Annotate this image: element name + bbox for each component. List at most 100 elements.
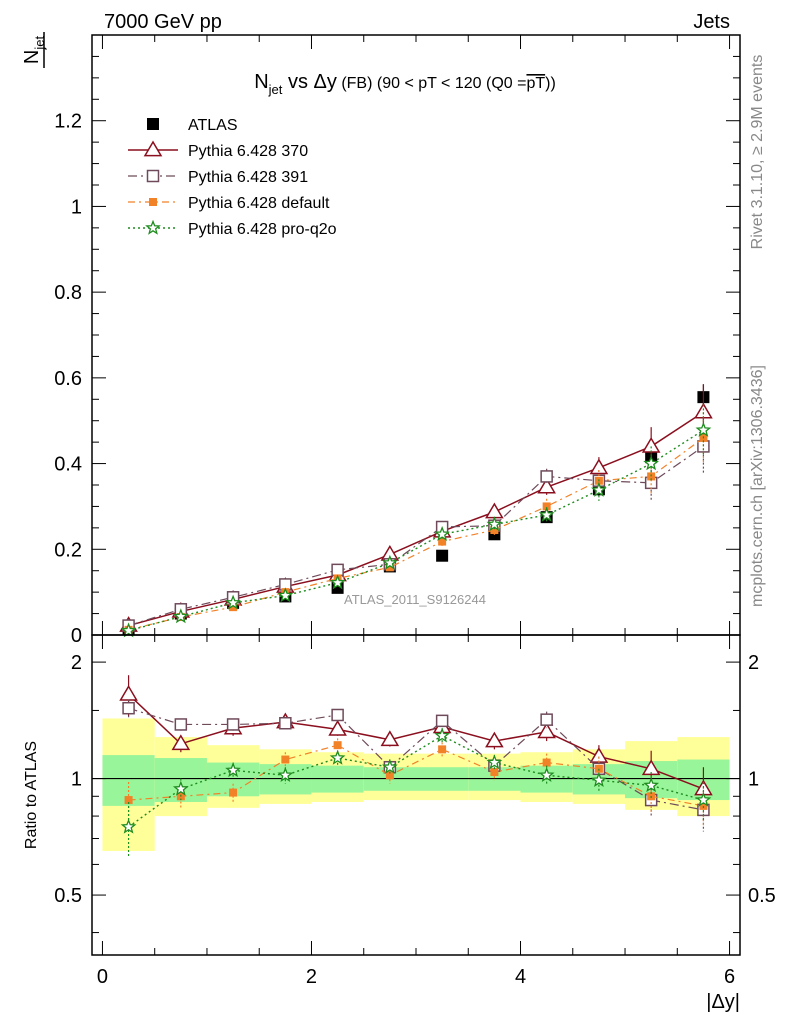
ratio-point-p391 <box>174 718 188 731</box>
ratio-point-proq2o <box>277 766 294 782</box>
ratio-point-default <box>490 767 499 776</box>
ratio-y-tick-label-left: 1 <box>71 769 82 791</box>
legend-marker-proq2o <box>145 219 161 235</box>
ratio-point-default <box>229 788 238 797</box>
ratio-point-default <box>542 758 551 767</box>
ratio-point-p370 <box>485 731 504 748</box>
main-point-proq2o <box>381 554 398 570</box>
analysis-watermark: ATLAS_2011_S9126244 <box>344 592 486 607</box>
ratio-point-default <box>281 755 290 764</box>
main-y-tick-label: 0.8 <box>54 282 82 304</box>
ratio-uncertainty-bands <box>92 718 740 851</box>
legend-marker-p370 <box>143 140 163 157</box>
ratio-y-tick-label-right: 2 <box>748 652 759 674</box>
legend-label-p370: Pythia 6.428 370 <box>188 143 308 160</box>
main-point-p370 <box>485 502 504 519</box>
main-series-line-default <box>128 437 704 631</box>
ratio-point-proq2o <box>120 818 137 834</box>
ratio-point-p391 <box>122 701 135 715</box>
ratio-point-p391 <box>279 716 292 730</box>
main-point-proq2o <box>172 608 189 624</box>
x-tick-label: 0 <box>97 966 108 988</box>
main-point-proq2o <box>695 421 712 437</box>
main-series-line-p391 <box>128 445 704 627</box>
main-point-p370 <box>589 458 609 475</box>
main-panel-curves <box>119 384 713 638</box>
main-point-proq2o <box>434 525 451 541</box>
main-point-default <box>490 526 499 534</box>
main-point-proq2o <box>120 622 137 638</box>
ratio-series-line-proq2o <box>128 734 704 828</box>
ratio-point-proq2o <box>225 762 241 778</box>
x-tick-label: 6 <box>724 966 735 988</box>
ratio-point-p370 <box>380 730 400 747</box>
ratio-point-default <box>438 745 447 754</box>
ratio-point-default <box>124 796 133 805</box>
main-y-tick-label: 0.4 <box>54 454 82 476</box>
legend: ATLAS Pythia 6.428 370 Pythia 6.428 391 Pyt… <box>128 117 337 238</box>
legend-entry-default: Pythia 6.428 default <box>128 195 330 212</box>
ratio-panel-curves <box>119 675 713 857</box>
ratio-series-line-default <box>128 744 704 807</box>
legend-marker-default <box>149 198 157 206</box>
axes-ticks: 0 0.2 0.4 0.6 0.8 1 1.2 0 2 4 6 0.5 0.5 1 1 2 2 <box>54 34 776 988</box>
ratio-point-proq2o <box>643 777 660 793</box>
main-point-proq2o <box>329 574 346 590</box>
ratio-point-p370 <box>119 684 138 701</box>
main-y-tick-label: 0.6 <box>54 368 82 390</box>
main-y-tick-label: 0.2 <box>54 539 82 561</box>
ratio-y-axis-label: Ratio to ATLAS <box>23 741 40 849</box>
main-series-proq2o <box>120 404 712 638</box>
main-y-tick-label: 1.2 <box>54 111 82 133</box>
rivet-version-label: Rivet 3.1.10, ≥ 2.9M events <box>749 55 766 250</box>
svg-text:Njet: Njet <box>21 36 47 65</box>
ratio-point-p391 <box>540 713 553 726</box>
ratio-point-proq2o <box>695 791 712 807</box>
ratio-point-p370 <box>641 759 661 776</box>
ratio-point-default <box>333 741 342 750</box>
ratio-y-tick-label-left: 0.5 <box>54 885 82 907</box>
legend-label-proq2o: Pythia 6.428 pro-q2o <box>188 221 337 238</box>
main-y-axis-label: Njet <box>21 32 47 68</box>
main-series-line-proq2o <box>128 429 704 632</box>
main-point-p370 <box>641 436 661 453</box>
ratio-y-tick-label-left: 2 <box>71 652 82 674</box>
main-point-default <box>385 563 394 572</box>
ratio-point-p370 <box>171 734 191 751</box>
ratio-point-p391 <box>435 714 449 728</box>
main-point-default <box>542 502 551 511</box>
legend-entry-proq2o: Pythia 6.428 pro-q2o <box>128 219 337 238</box>
main-point-p391 <box>540 470 553 483</box>
ratio-point-default <box>699 801 708 810</box>
main-point-proq2o <box>277 587 294 603</box>
main-point-proq2o <box>591 481 607 497</box>
main-y-tick-label: 0 <box>71 625 82 647</box>
x-axis-label: |Δy| <box>706 991 740 1013</box>
ratio-point-proq2o <box>434 727 451 743</box>
plot-title: Njet vs Δy (FB) (90 < pT < 120 (Q0 =pT)) <box>254 71 556 97</box>
legend-label-default: Pythia 6.428 default <box>188 195 330 212</box>
main-point-proq2o <box>486 516 503 532</box>
legend-marker-ATLAS <box>147 118 159 130</box>
legend-label-p391: Pythia 6.428 391 <box>188 169 308 186</box>
ratio-y-tick-label-right: 0.5 <box>748 885 776 907</box>
header-energy-label: 7000 GeV pp <box>104 11 222 33</box>
legend-entry-p391: Pythia 6.428 391 <box>128 169 308 186</box>
legend-label-ATLAS: ATLAS <box>188 117 238 134</box>
ratio-point-proq2o <box>172 780 189 796</box>
header-category-label: Jets <box>693 11 730 33</box>
main-point-ATLAS <box>436 549 449 562</box>
ratio-y-tick-label-right: 1 <box>748 769 759 791</box>
x-tick-label: 4 <box>515 966 526 988</box>
legend-entry-p370: Pythia 6.428 370 <box>128 140 308 160</box>
ratio-point-p370 <box>537 722 556 739</box>
main-point-proq2o <box>225 594 241 610</box>
legend-entry-ATLAS: ATLAS <box>147 117 238 134</box>
mcplots-label: mcplots.cern.ch [arXiv:1306.3436] <box>749 365 766 607</box>
ratio-series-line-p370 <box>128 693 704 790</box>
legend-marker-p391 <box>146 169 160 183</box>
ratio-point-proq2o <box>381 758 398 774</box>
ratio-point-p391 <box>226 718 240 731</box>
main-point-p391 <box>331 563 344 577</box>
